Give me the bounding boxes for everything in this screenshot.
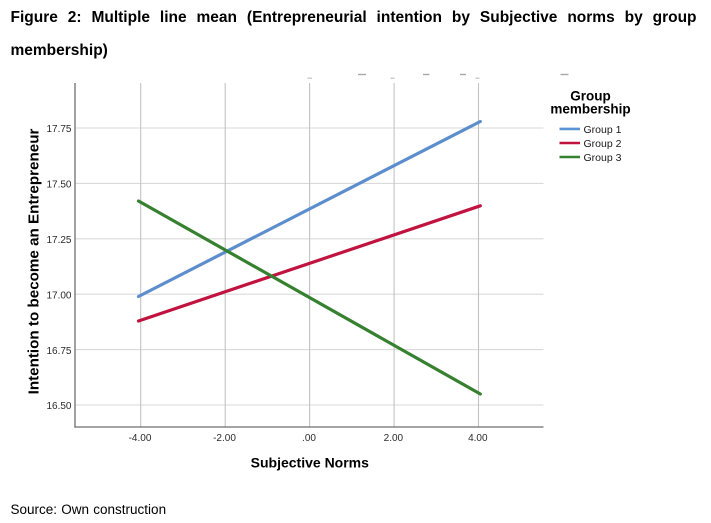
svg-text:Intention to become an Entrepr: Intention to become an Entrepreneur <box>25 129 42 395</box>
svg-text:Group 2: Group 2 <box>584 138 622 150</box>
svg-text:17.00: 17.00 <box>46 290 71 301</box>
svg-text:16.75: 16.75 <box>46 346 71 357</box>
svg-text:Group 1: Group 1 <box>584 124 622 136</box>
svg-text:Group: Group <box>570 88 611 103</box>
svg-text:Group 3: Group 3 <box>584 152 622 164</box>
svg-text:16.50: 16.50 <box>46 401 71 412</box>
svg-text:17.50: 17.50 <box>46 180 71 191</box>
svg-text:Subjective Norms: Subjective Norms <box>251 454 369 470</box>
svg-text:-2.00: -2.00 <box>213 433 236 444</box>
svg-text:4.00: 4.00 <box>468 433 488 444</box>
svg-text:2.00: 2.00 <box>384 433 404 444</box>
svg-text:17.25: 17.25 <box>46 235 71 246</box>
svg-text:17.75: 17.75 <box>46 124 71 135</box>
svg-text:-4.00: -4.00 <box>129 433 152 444</box>
svg-text:.00: .00 <box>302 433 316 444</box>
svg-text:membership: membership <box>550 102 630 117</box>
